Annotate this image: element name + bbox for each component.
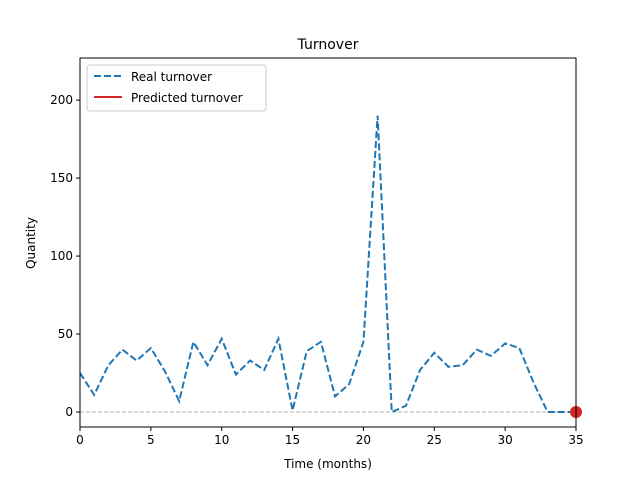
y-tick-label: 50: [58, 327, 73, 341]
y-tick-label: 0: [65, 405, 73, 419]
legend-label-predicted: Predicted turnover: [131, 91, 243, 105]
y-tick-label: 150: [50, 171, 73, 185]
legend: Real turnover Predicted turnover: [86, 64, 267, 112]
y-axis-label: Quantity: [24, 217, 38, 269]
x-tick-label: 30: [498, 433, 513, 447]
chart-title: Turnover: [297, 37, 359, 53]
y-tick-label: 100: [50, 249, 73, 263]
axes-frame: [79, 57, 577, 428]
legend-box: [86, 64, 267, 112]
x-tick-label: 20: [356, 433, 371, 447]
x-tick-label: 0: [76, 433, 84, 447]
series-line-0: [79, 115, 576, 414]
legend-label-real: Real turnover: [131, 70, 212, 84]
y-tick-label: 200: [50, 93, 73, 107]
x-tick-label: 25: [427, 433, 442, 447]
x-tick-label: 35: [568, 433, 583, 447]
x-tick-label: 10: [214, 433, 229, 447]
x-tick-label: 15: [285, 433, 300, 447]
x-tick-label: 5: [147, 433, 155, 447]
x-axis-label: Time (months): [283, 457, 372, 471]
